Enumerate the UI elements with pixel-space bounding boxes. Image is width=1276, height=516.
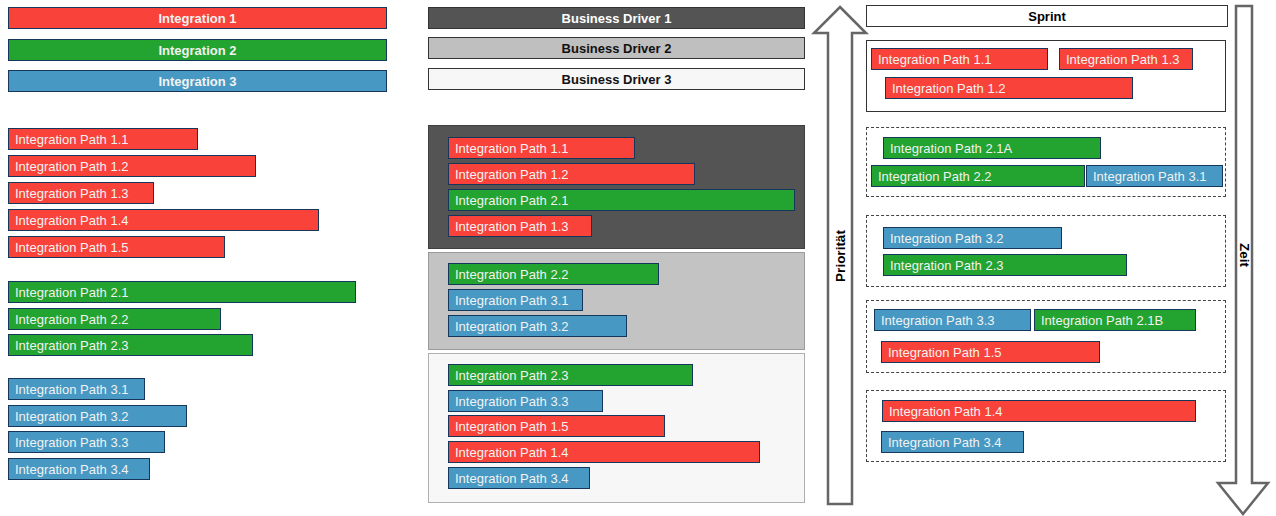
integration-path-bar: Integration Path 1.5 [448, 415, 665, 437]
integration-path-bar: Integration Path 3.2 [883, 227, 1062, 249]
integration-path-bar: Integration Path 3.2 [8, 405, 187, 427]
integration-path-bar: Integration Path 3.1 [448, 289, 583, 311]
integration-path-bar: Integration Path 3.2 [448, 315, 627, 337]
integration-path-bar: Integration Path 1.1 [448, 137, 635, 159]
integration-path-bar: Integration Path 1.3 [1059, 48, 1193, 70]
integration-path-bar: Integration Path 3.4 [8, 458, 150, 480]
integration-path-bar: Integration Path 3.4 [448, 467, 590, 489]
integration-path-bar: Integration Path 2.2 [448, 263, 659, 285]
integration-header-bar: Integration 1 [8, 7, 387, 29]
time-axis-label: Zeit [1237, 243, 1252, 267]
integration-path-bar: Integration Path 2.1B [1034, 309, 1196, 331]
integration-path-bar: Integration Path 2.3 [8, 334, 253, 356]
integration-path-bar: Integration Path 1.3 [448, 215, 592, 237]
integration-path-bar: Integration Path 2.1 [8, 281, 356, 303]
integration-path-bar: Integration Path 1.2 [885, 77, 1133, 99]
integration-path-bar: Integration Path 1.4 [882, 400, 1196, 422]
integration-path-bar: Integration Path 1.3 [8, 182, 154, 204]
business-driver-bar: Business Driver 1 [428, 7, 805, 29]
integration-path-bar: Integration Path 1.5 [881, 341, 1100, 363]
integration-path-bar: Integration Path 1.1 [871, 48, 1048, 70]
integration-path-bar: Integration Path 2.2 [8, 308, 221, 330]
integration-path-bar: Integration Path 1.1 [8, 128, 198, 150]
integration-path-bar: Integration Path 1.4 [448, 441, 760, 463]
priority-axis-label: Priorität [833, 230, 848, 282]
sprint-header: Sprint [866, 5, 1228, 27]
integration-path-bar: Integration Path 3.4 [881, 431, 1024, 453]
business-driver-bar: Business Driver 3 [428, 68, 805, 90]
integration-header-bar: Integration 3 [8, 70, 387, 92]
integration-path-bar: Integration Path 2.3 [883, 254, 1127, 276]
integration-path-bar: Integration Path 2.3 [448, 364, 693, 386]
integration-path-bar: Integration Path 1.5 [8, 236, 225, 258]
integration-path-bar: Integration Path 3.1 [1086, 165, 1223, 187]
integration-path-bar: Integration Path 1.4 [8, 209, 319, 231]
integration-path-bar: Integration Path 1.2 [448, 163, 695, 185]
integration-planning-diagram: Priorität Zeit Integration 1 Integration … [0, 0, 1276, 516]
integration-path-bar: Integration Path 3.3 [448, 390, 603, 412]
integration-path-bar: Integration Path 2.1A [883, 137, 1101, 159]
integration-path-bar: Integration Path 1.2 [8, 155, 256, 177]
integration-path-bar: Integration Path 2.2 [871, 165, 1085, 187]
integration-path-bar: Integration Path 3.3 [874, 309, 1031, 331]
integration-path-bar: Integration Path 3.1 [8, 378, 145, 400]
integration-header-bar: Integration 2 [8, 39, 387, 61]
business-driver-bar: Business Driver 2 [428, 37, 805, 59]
integration-path-bar: Integration Path 3.3 [8, 431, 165, 453]
sprint-box-3 [866, 215, 1226, 287]
integration-path-bar: Integration Path 2.1 [448, 189, 795, 211]
